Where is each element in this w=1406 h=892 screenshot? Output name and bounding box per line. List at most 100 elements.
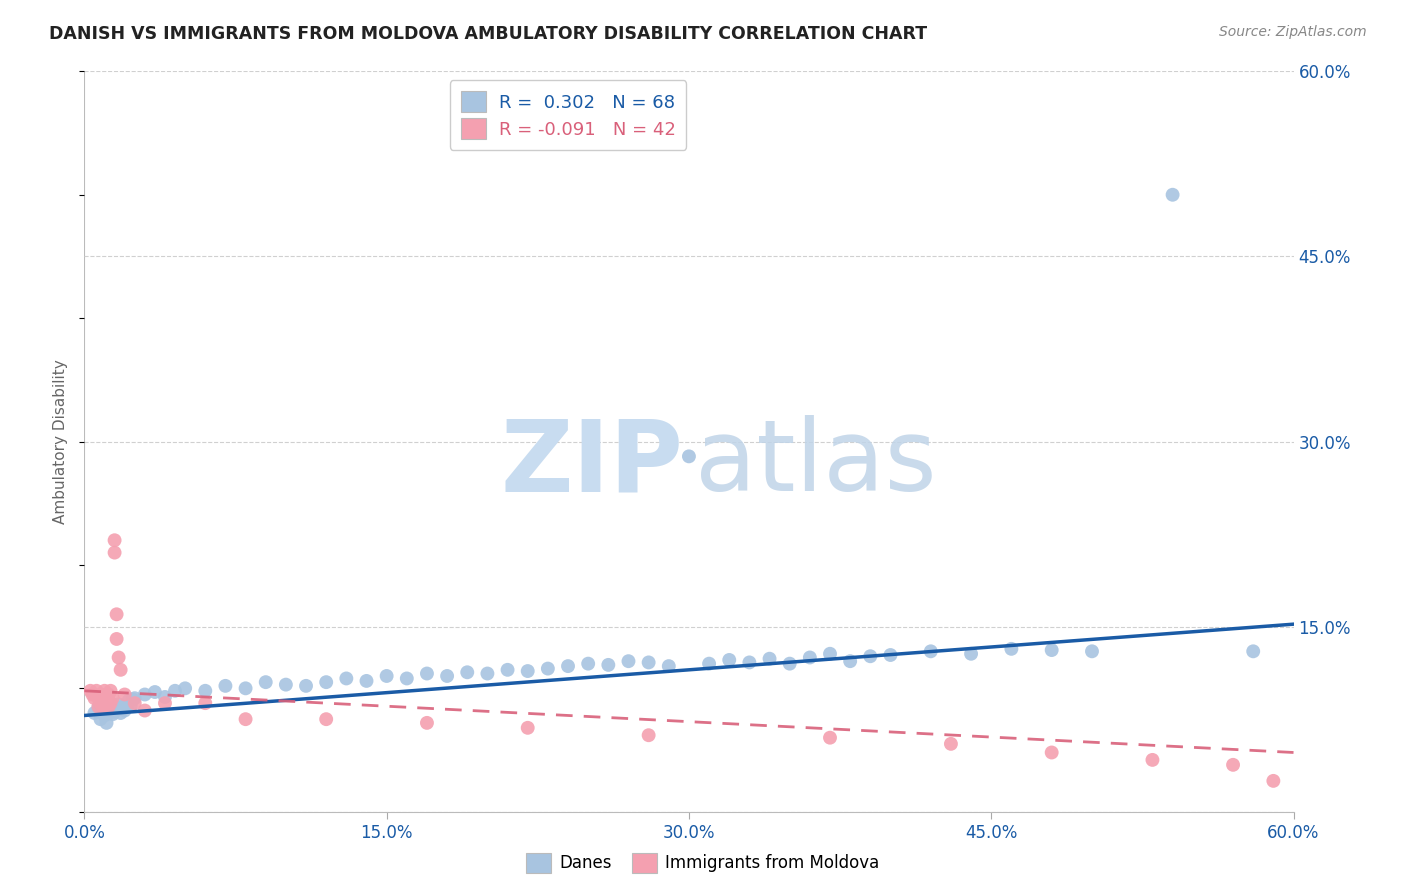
Point — [97, 706, 120, 720]
Point — [758, 651, 780, 665]
Point — [107, 698, 129, 712]
Point — [697, 657, 720, 671]
Point — [97, 694, 120, 708]
Point — [214, 679, 236, 693]
Point — [1040, 746, 1063, 760]
Point — [105, 607, 128, 622]
Point — [718, 653, 741, 667]
Point — [79, 683, 101, 698]
Point — [115, 699, 138, 714]
Point — [134, 704, 156, 718]
Point — [93, 691, 115, 706]
Point — [516, 664, 538, 678]
Point — [235, 681, 257, 696]
Point — [416, 715, 439, 730]
Point — [960, 647, 983, 661]
Point — [111, 699, 134, 714]
Point — [82, 688, 104, 702]
Point — [121, 692, 143, 706]
Text: ZIP: ZIP — [501, 416, 683, 512]
Point — [496, 663, 519, 677]
Point — [104, 546, 127, 560]
Point — [1161, 187, 1184, 202]
Point — [436, 669, 458, 683]
Point — [637, 656, 659, 670]
Point — [153, 690, 176, 704]
Point — [93, 708, 115, 723]
Point — [920, 644, 942, 658]
Point — [89, 688, 111, 702]
Point — [1241, 644, 1264, 658]
Y-axis label: Ambulatory Disability: Ambulatory Disability — [53, 359, 69, 524]
Point — [1263, 773, 1285, 788]
Point — [1000, 641, 1022, 656]
Point — [124, 691, 146, 706]
Point — [91, 704, 114, 718]
Point — [818, 731, 841, 745]
Point — [105, 702, 128, 716]
Point — [617, 654, 640, 668]
Point — [114, 704, 136, 718]
Point — [93, 683, 115, 698]
Point — [416, 666, 439, 681]
Point — [120, 698, 142, 713]
Point — [274, 678, 297, 692]
Point — [114, 688, 136, 702]
Point — [637, 728, 659, 742]
Point — [1142, 753, 1164, 767]
Text: DANISH VS IMMIGRANTS FROM MOLDOVA AMBULATORY DISABILITY CORRELATION CHART: DANISH VS IMMIGRANTS FROM MOLDOVA AMBULA… — [49, 25, 928, 43]
Text: atlas: atlas — [695, 416, 936, 512]
Point — [86, 683, 108, 698]
Text: Source: ZipAtlas.com: Source: ZipAtlas.com — [1219, 25, 1367, 39]
Point — [1222, 757, 1244, 772]
Point — [477, 666, 499, 681]
Point — [91, 699, 114, 714]
Point — [100, 702, 122, 716]
Point — [315, 712, 337, 726]
Point — [799, 650, 821, 665]
Point — [101, 707, 124, 722]
Legend: Danes, Immigrants from Moldova: Danes, Immigrants from Moldova — [520, 847, 886, 880]
Point — [254, 675, 277, 690]
Point — [87, 699, 110, 714]
Point — [375, 669, 398, 683]
Point — [598, 657, 620, 672]
Point — [89, 712, 111, 726]
Point — [104, 705, 127, 719]
Point — [295, 679, 318, 693]
Point — [818, 647, 841, 661]
Point — [678, 450, 700, 464]
Point — [194, 696, 217, 710]
Point — [105, 632, 128, 646]
Point — [879, 648, 901, 662]
Point — [356, 673, 378, 688]
Legend: R =  0.302   N = 68, R = -0.091   N = 42: R = 0.302 N = 68, R = -0.091 N = 42 — [450, 80, 686, 150]
Point — [110, 663, 132, 677]
Point — [101, 691, 124, 706]
Point — [939, 737, 962, 751]
Point — [235, 712, 257, 726]
Point — [165, 683, 187, 698]
Point — [124, 696, 146, 710]
Point — [395, 672, 418, 686]
Point — [97, 688, 120, 702]
Point — [96, 688, 118, 702]
Point — [153, 696, 176, 710]
Point — [194, 683, 217, 698]
Point — [335, 672, 357, 686]
Point — [118, 694, 141, 708]
Point — [576, 657, 599, 671]
Point — [83, 691, 105, 706]
Point — [1081, 644, 1104, 658]
Point — [779, 657, 801, 671]
Point — [110, 706, 132, 720]
Point — [1040, 643, 1063, 657]
Point — [107, 650, 129, 665]
Point — [174, 681, 197, 696]
Point — [143, 685, 166, 699]
Point — [456, 665, 478, 680]
Point — [516, 721, 538, 735]
Point — [96, 696, 118, 710]
Point — [658, 659, 681, 673]
Point — [537, 662, 560, 676]
